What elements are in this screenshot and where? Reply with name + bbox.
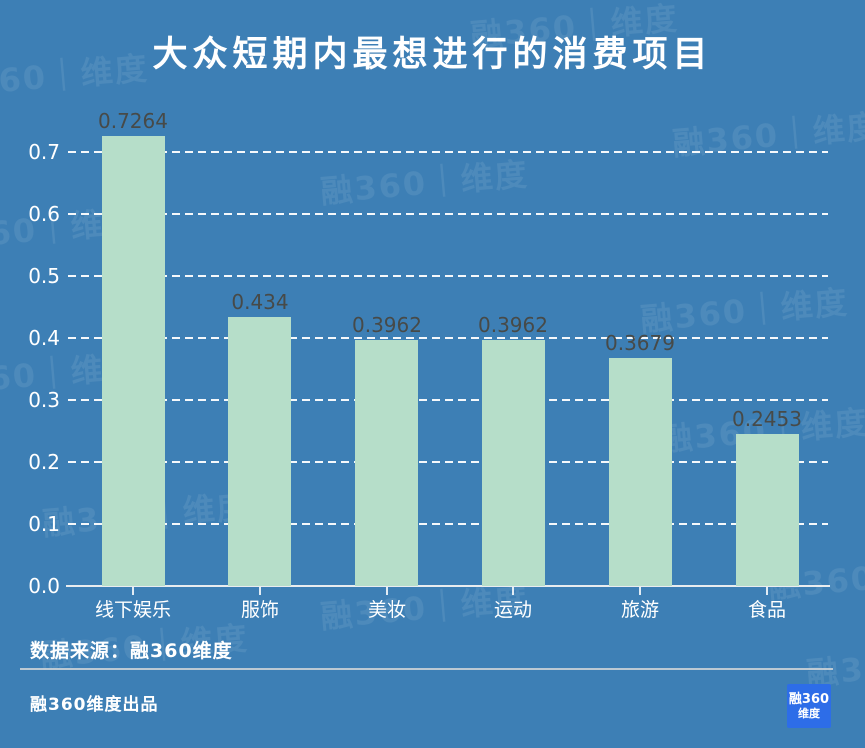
x-axis-tick [766, 587, 768, 595]
y-tick-label: 0.5 [28, 264, 60, 288]
x-category-label: 服饰 [240, 599, 279, 621]
footer-divider [20, 668, 833, 670]
bar-食品 [736, 434, 799, 586]
y-tick-label: 0.1 [28, 512, 60, 536]
x-axis-tick [259, 587, 261, 595]
x-axis-tick [386, 587, 388, 595]
bar-运动 [482, 340, 545, 586]
bar-服饰 [228, 317, 291, 586]
bar-旅游 [609, 358, 672, 586]
gridline-0.4 [68, 337, 828, 339]
gridline-0.7 [68, 151, 828, 153]
x-category-label: 旅游 [620, 599, 659, 621]
y-tick-label: 0.4 [28, 326, 60, 350]
bar-线下娱乐 [102, 136, 165, 586]
brand-logo-name: 融360 [788, 692, 830, 707]
x-category-label: 线下娱乐 [94, 599, 171, 621]
gridline-0.2 [68, 461, 828, 463]
brand-logo-sub: 维度 [798, 707, 820, 720]
y-tick-label: 0.7 [28, 140, 60, 164]
bar-value-label: 0.3679 [605, 331, 675, 355]
x-category-label: 运动 [493, 599, 532, 621]
x-axis-tick [132, 587, 134, 595]
produced-by-text: 融360维度出品 [30, 695, 159, 715]
chart-title: 大众短期内最想进行的消费项目 [152, 35, 713, 75]
bar-value-label: 0.434 [231, 290, 289, 314]
y-tick-label: 0.3 [28, 388, 60, 412]
gridline-0.1 [68, 523, 828, 525]
bar-value-label: 0.3962 [478, 313, 548, 337]
gridline-0.6 [68, 213, 828, 215]
x-category-label: 美妆 [367, 599, 406, 621]
brand-logo: 融360 维度 [787, 684, 831, 728]
gridline-0.3 [68, 399, 828, 401]
bar-value-label: 0.3962 [352, 313, 422, 337]
x-axis-tick [639, 587, 641, 595]
bar-value-label: 0.2453 [732, 407, 802, 431]
bar-value-label: 0.7264 [98, 109, 168, 133]
data-source-text: 数据来源：融360维度 [30, 640, 233, 662]
x-axis-line [66, 585, 830, 587]
y-tick-label: 0.2 [28, 450, 60, 474]
bar-美妆 [355, 340, 418, 586]
x-category-label: 食品 [747, 599, 786, 621]
gridline-0.5 [68, 275, 828, 277]
x-axis-tick [512, 587, 514, 595]
y-tick-label: 0.0 [28, 574, 60, 598]
y-tick-label: 0.6 [28, 202, 60, 226]
